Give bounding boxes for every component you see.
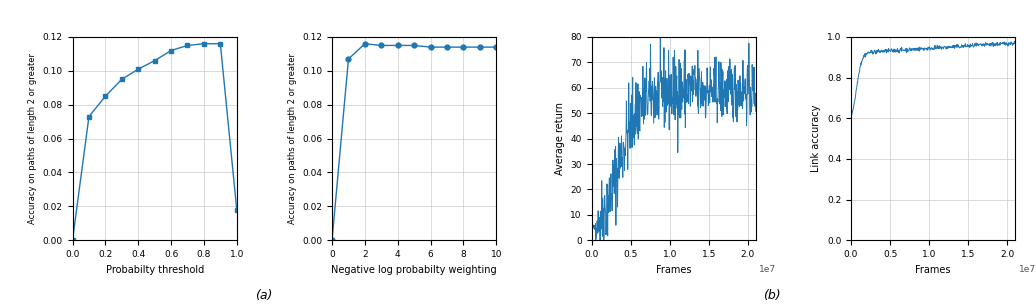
Y-axis label: Average return: Average return (554, 102, 565, 175)
Text: 1e7: 1e7 (1018, 265, 1036, 274)
Y-axis label: Link accuracy: Link accuracy (811, 105, 822, 172)
Text: (a): (a) (256, 289, 272, 302)
X-axis label: Frames: Frames (916, 265, 951, 274)
X-axis label: Negative log probabilty weighting: Negative log probabilty weighting (332, 265, 497, 274)
Text: 1e7: 1e7 (759, 265, 776, 274)
Text: (b): (b) (762, 289, 781, 302)
X-axis label: Probabilty threshold: Probabilty threshold (106, 265, 204, 274)
X-axis label: Frames: Frames (656, 265, 691, 274)
Y-axis label: Accuracy on paths of length 2 or greater: Accuracy on paths of length 2 or greater (28, 53, 37, 224)
Y-axis label: Accuracy on paths of length 2 or greater: Accuracy on paths of length 2 or greater (288, 53, 296, 224)
